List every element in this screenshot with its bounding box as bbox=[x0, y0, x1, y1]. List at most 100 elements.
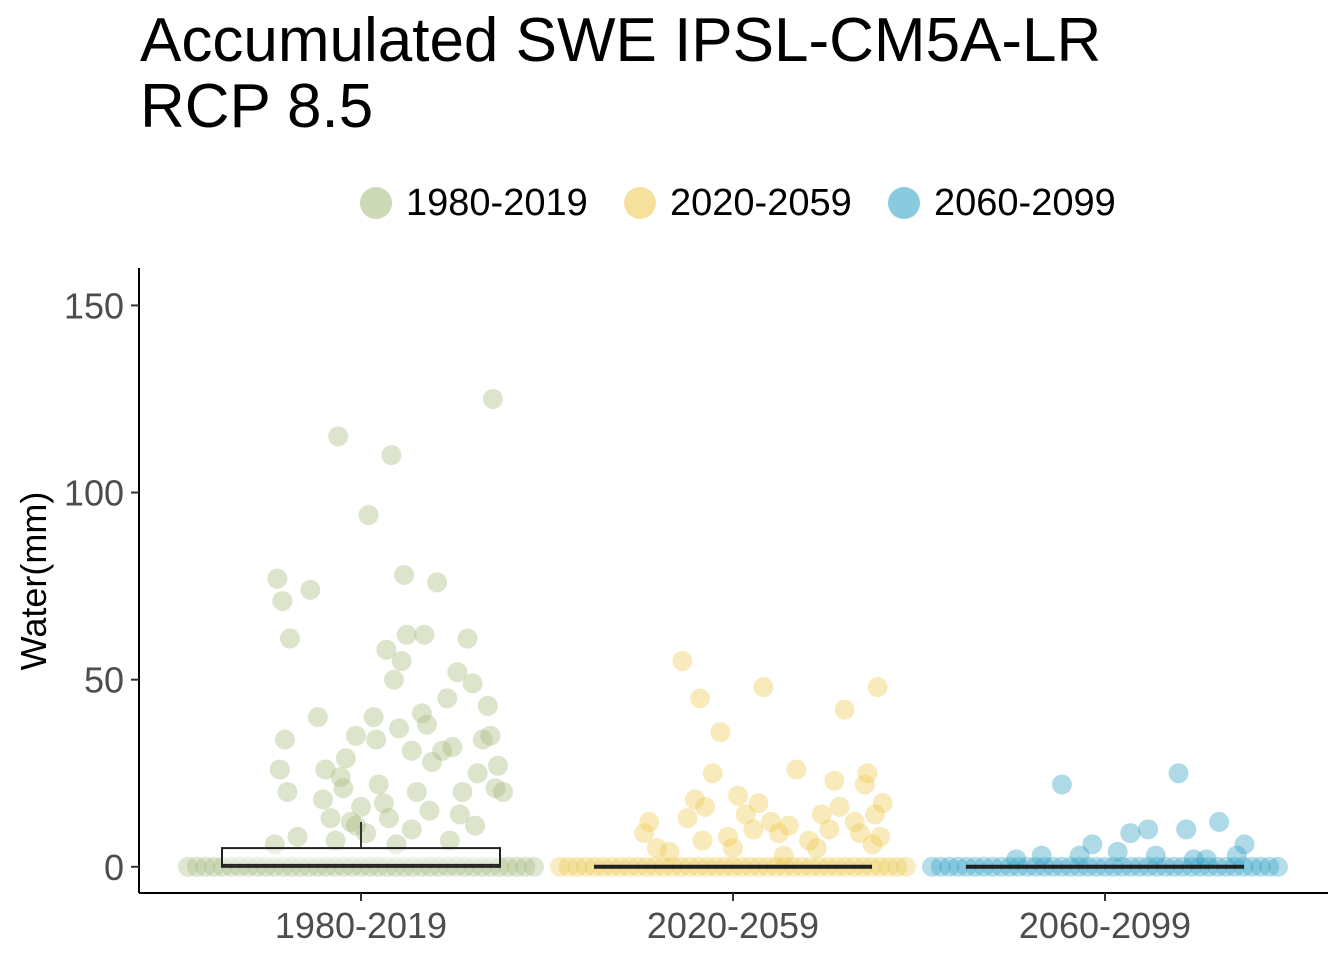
legend: 1980-2019 2020-2059 2060-2099 bbox=[0, 178, 1344, 228]
point-2020-2059 bbox=[743, 819, 764, 840]
point-1980-2019 bbox=[277, 781, 298, 802]
legend-key-2020-2059 bbox=[624, 187, 656, 219]
point-1980-2019 bbox=[333, 778, 354, 799]
point-2020-2059 bbox=[773, 845, 794, 866]
point-2060-2099 bbox=[1120, 823, 1141, 844]
point-2060-2099-zero bbox=[1242, 856, 1263, 877]
point-1980-2019 bbox=[320, 808, 341, 829]
point-2020-2059 bbox=[672, 650, 693, 671]
point-2020-2059 bbox=[677, 808, 698, 829]
x-tick-label-2020-2059: 2020-2059 bbox=[647, 905, 819, 946]
point-2020-2059-zero bbox=[550, 856, 571, 877]
point-1980-2019 bbox=[477, 695, 498, 716]
chart-title: Accumulated SWE IPSL-CM5A-LR RCP 8.5 bbox=[140, 8, 1101, 140]
point-2020-2059 bbox=[646, 838, 667, 859]
point-2020-2059 bbox=[849, 823, 870, 844]
point-2060-2099 bbox=[1107, 841, 1128, 862]
point-2020-2059 bbox=[768, 823, 789, 844]
point-2060-2099 bbox=[1145, 845, 1166, 866]
point-1980-2019 bbox=[312, 789, 333, 810]
point-1980-2019 bbox=[307, 707, 328, 728]
point-2020-2059 bbox=[634, 823, 655, 844]
point-2020-2059 bbox=[761, 811, 782, 832]
point-1980-2019 bbox=[328, 426, 349, 447]
point-2060-2099-zero bbox=[1267, 856, 1288, 877]
point-1980-2019 bbox=[457, 628, 478, 649]
point-1980-2019 bbox=[414, 624, 435, 645]
point-1980-2019 bbox=[340, 811, 361, 832]
point-1980-2019 bbox=[381, 445, 402, 466]
point-1980-2019 bbox=[345, 815, 366, 836]
point-2060-2099 bbox=[1168, 763, 1189, 784]
boxplot-layer bbox=[221, 821, 1244, 869]
point-1980-2019 bbox=[467, 763, 488, 784]
chart-title-line-1: Accumulated SWE IPSL-CM5A-LR bbox=[140, 6, 1102, 75]
point-1980-2019 bbox=[411, 703, 432, 724]
point-2020-2059 bbox=[728, 785, 749, 806]
point-1980-2019-zero bbox=[506, 856, 527, 877]
point-1980-2019 bbox=[391, 650, 412, 671]
point-2020-2059 bbox=[692, 830, 713, 851]
point-1980-2019 bbox=[472, 729, 493, 750]
point-1980-2019 bbox=[401, 740, 422, 761]
point-2020-2059 bbox=[702, 763, 723, 784]
legend-item-2060-2099: 2060-2099 bbox=[888, 178, 1116, 228]
point-2020-2059 bbox=[799, 830, 820, 851]
point-2020-2059 bbox=[723, 838, 743, 859]
point-1980-2019 bbox=[394, 564, 415, 585]
point-2020-2059-zero bbox=[895, 856, 916, 877]
point-1980-2019 bbox=[401, 819, 422, 840]
legend-key-1980-2019 bbox=[360, 187, 392, 219]
point-2020-2059 bbox=[639, 811, 660, 832]
legend-label-2020-2059: 2020-2059 bbox=[670, 181, 852, 224]
point-1980-2019 bbox=[383, 669, 404, 690]
point-1980-2019 bbox=[287, 826, 308, 847]
point-1980-2019 bbox=[389, 718, 410, 739]
point-1980-2019 bbox=[315, 759, 336, 780]
point-1980-2019 bbox=[358, 505, 379, 526]
point-2060-2099 bbox=[1176, 819, 1197, 840]
point-1980-2019-zero bbox=[186, 856, 207, 877]
point-1980-2019 bbox=[272, 591, 293, 612]
point-2020-2059 bbox=[753, 677, 774, 698]
point-2020-2059 bbox=[844, 811, 865, 832]
point-1980-2019-zero bbox=[498, 856, 519, 877]
point-2020-2059-zero bbox=[558, 856, 579, 877]
point-1980-2019 bbox=[432, 740, 453, 761]
point-2020-2059-zero bbox=[870, 856, 891, 877]
point-1980-2019 bbox=[493, 781, 514, 802]
y-tick-label-0: 0 bbox=[104, 847, 124, 888]
point-2020-2059 bbox=[710, 722, 731, 743]
point-2020-2059 bbox=[819, 819, 840, 840]
point-2020-2059-zero bbox=[575, 856, 596, 877]
point-2020-2059 bbox=[748, 793, 769, 814]
point-2060-2099-zero bbox=[939, 856, 960, 877]
point-1980-2019 bbox=[462, 673, 483, 694]
point-1980-2019 bbox=[480, 725, 501, 746]
point-2060-2099-zero bbox=[947, 856, 968, 877]
point-2020-2059 bbox=[786, 759, 807, 780]
point-2020-2059 bbox=[659, 841, 680, 862]
x-tick-label-1980-2019: 1980-2019 bbox=[275, 905, 447, 946]
point-2020-2059 bbox=[717, 826, 738, 847]
point-2020-2059 bbox=[811, 804, 832, 825]
point-2020-2059 bbox=[690, 688, 711, 709]
point-1980-2019-zero bbox=[203, 856, 224, 877]
point-1980-2019 bbox=[487, 755, 508, 776]
point-1980-2019 bbox=[330, 766, 351, 787]
point-2020-2059 bbox=[857, 763, 878, 784]
point-1980-2019 bbox=[366, 729, 387, 750]
point-1980-2019 bbox=[442, 737, 463, 758]
point-2060-2099 bbox=[1183, 849, 1204, 870]
point-1980-2019 bbox=[274, 729, 295, 750]
point-2020-2059 bbox=[854, 774, 875, 795]
point-2020-2059-zero bbox=[567, 856, 588, 877]
point-2020-2059 bbox=[867, 677, 888, 698]
point-1980-2019 bbox=[449, 804, 470, 825]
point-1980-2019 bbox=[437, 688, 458, 709]
point-1980-2019 bbox=[368, 774, 389, 795]
y-ticks: 0 50 100 150 bbox=[64, 285, 139, 888]
point-2060-2099 bbox=[1138, 819, 1159, 840]
point-2020-2059 bbox=[806, 838, 827, 859]
point-1980-2019 bbox=[485, 778, 506, 799]
